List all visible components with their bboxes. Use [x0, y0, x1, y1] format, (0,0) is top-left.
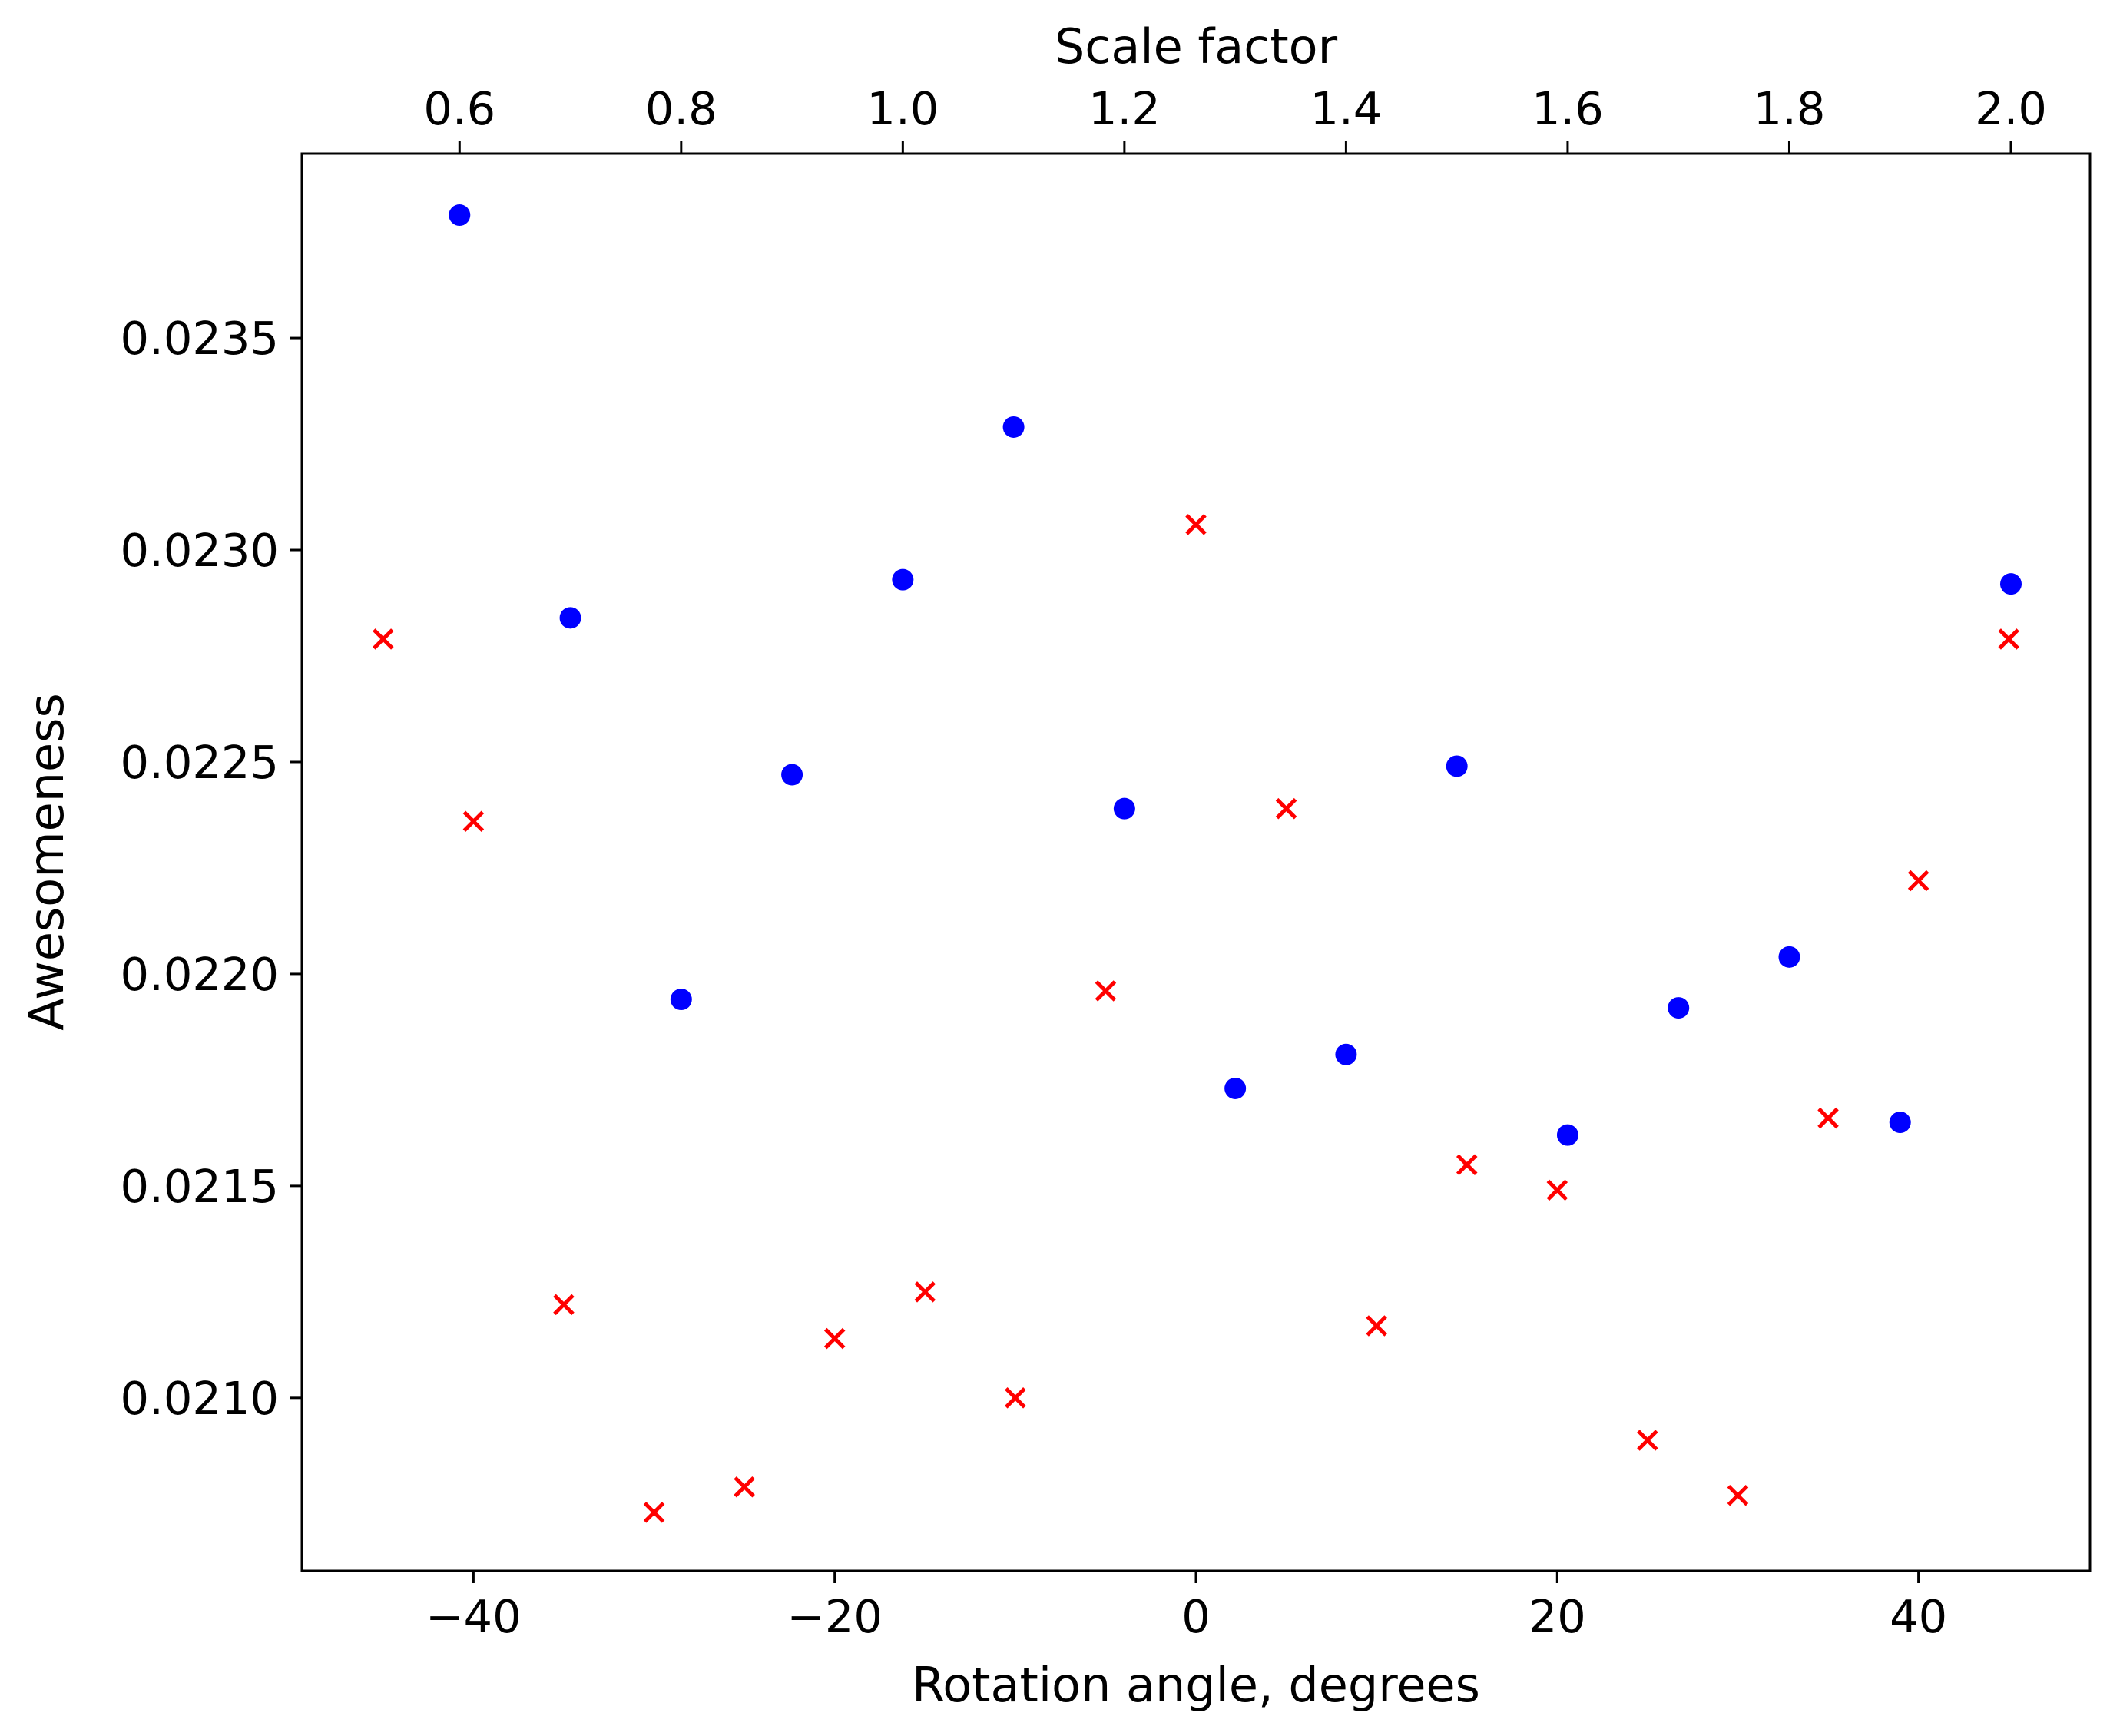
- y-tick-label: 0.0225: [121, 736, 279, 789]
- x-tick-label: −40: [426, 1590, 522, 1643]
- scatter-point-x: [1275, 797, 1297, 820]
- y-tick-label: 0.0230: [121, 524, 279, 577]
- scatter-point-x: [1005, 1387, 1026, 1409]
- scatter-point-x: [1637, 1430, 1658, 1451]
- y-tick-label: 0.0220: [121, 948, 279, 1001]
- scatter-point-x: [734, 1476, 755, 1498]
- scatter-point-circle: [1224, 1077, 1247, 1099]
- scatter-point-circle: [559, 607, 581, 629]
- scatter-point-x: [1366, 1315, 1387, 1337]
- scatter-point-circle: [1556, 1124, 1578, 1146]
- scatter-point-x: [1998, 628, 2019, 650]
- scatter-point-circle: [1446, 755, 1468, 777]
- scatter-point-circle: [1335, 1043, 1357, 1065]
- x-tick-label: −20: [787, 1590, 883, 1643]
- plot-frame: [300, 152, 2092, 1572]
- scatter-point-circle: [449, 204, 471, 227]
- x-tick-label: 0: [1181, 1590, 1211, 1643]
- y-axis-label: Awesomeness: [18, 693, 75, 1031]
- scatter-point-circle: [1778, 946, 1800, 968]
- scatter-point-x: [643, 1502, 665, 1523]
- x2-tick-label: 1.2: [1088, 82, 1161, 135]
- x-tick-label: 40: [1890, 1590, 1947, 1643]
- scatter-point-x: [462, 810, 485, 833]
- x2-tick-label: 0.8: [645, 82, 717, 135]
- scatter-point-circle: [670, 989, 692, 1011]
- x2-tick-label: 0.6: [423, 82, 495, 135]
- x2-tick-label: 2.0: [1975, 82, 2047, 135]
- scatter-point-circle: [1668, 997, 1690, 1019]
- scatter-point-x: [1456, 1154, 1478, 1176]
- marks-layer: [373, 204, 2022, 1523]
- y-tick-label: 0.0215: [121, 1160, 279, 1213]
- x2-tick-label: 1.0: [866, 82, 939, 135]
- scatter-point-x: [1095, 980, 1117, 1002]
- x2-tick-label: 1.4: [1310, 82, 1382, 135]
- y-tick-label: 0.0210: [121, 1372, 279, 1425]
- scatter-point-x: [553, 1294, 575, 1316]
- ticks-layer: −40 −20 0 20 40 0.6 0.8 1.0 1.2 1.4 1.6 1.8 2.0 0.021…: [121, 82, 2047, 1643]
- scatter-point-circle: [781, 764, 803, 786]
- scatter-point-x: [1185, 514, 1207, 535]
- y-tick-label: 0.0235: [121, 312, 279, 365]
- x2-tick-label: 1.8: [1754, 82, 1826, 135]
- x2-axis-label: Scale factor: [1055, 18, 1338, 75]
- scatter-point-circle: [1002, 416, 1025, 438]
- scatter-point-x: [1546, 1179, 1568, 1201]
- scatter-point-circle: [1113, 797, 1135, 820]
- scatter-point-circle: [892, 568, 914, 591]
- x-axis-label: Rotation angle, degrees: [912, 1657, 1480, 1713]
- scatter-point-x: [1817, 1107, 1839, 1129]
- scatter-point-circle: [1999, 573, 2022, 595]
- scatter-point-x: [1727, 1484, 1749, 1506]
- x-tick-label: 20: [1529, 1590, 1586, 1643]
- scatter-point-x: [373, 628, 394, 650]
- scatter-point-x: [914, 1281, 936, 1303]
- scatter-point-x: [1907, 870, 1929, 892]
- scatter-point-circle: [1889, 1112, 1911, 1134]
- x2-tick-label: 1.6: [1532, 82, 1604, 135]
- scatter-point-x: [823, 1327, 846, 1350]
